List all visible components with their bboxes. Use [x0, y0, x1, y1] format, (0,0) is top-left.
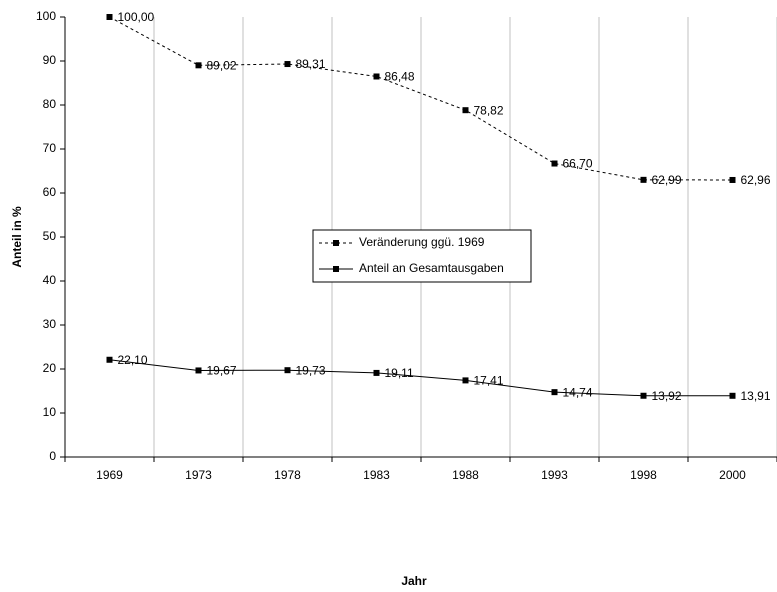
y-tick-label: 0 [49, 449, 56, 463]
x-tick-label: 1973 [185, 468, 212, 482]
marker [284, 61, 291, 68]
value-label: 19,73 [296, 363, 326, 377]
marker [640, 392, 647, 399]
x-tick-label: 1998 [630, 468, 657, 482]
x-axis-label: Jahr [401, 574, 427, 588]
x-tick-label: 1978 [274, 468, 301, 482]
legend-box [312, 229, 532, 283]
y-tick-label: 20 [43, 361, 57, 375]
marker [551, 160, 558, 167]
y-tick-label: 90 [43, 53, 57, 67]
marker [729, 392, 736, 399]
value-label: 19,67 [207, 364, 237, 378]
y-tick-label: 60 [43, 185, 57, 199]
legend-marker [333, 240, 339, 246]
y-tick-label: 30 [43, 317, 57, 331]
value-label: 78,82 [474, 103, 504, 117]
y-tick-label: 40 [43, 273, 57, 287]
marker [551, 389, 558, 396]
marker [106, 14, 113, 20]
y-tick-label: 50 [43, 229, 57, 243]
value-label: 19,11 [385, 366, 414, 380]
legend-label: Anteil an Gesamtausgaben [359, 261, 504, 275]
marker [373, 369, 380, 376]
value-label: 89,02 [207, 58, 237, 72]
marker [729, 176, 736, 183]
value-label: 17,41 [474, 374, 504, 388]
marker [195, 62, 202, 69]
y-tick-label: 10 [43, 405, 57, 419]
series-line [109, 359, 733, 397]
value-label: 89,31 [296, 57, 326, 71]
marker [640, 176, 647, 183]
x-tick-label: 1969 [96, 468, 123, 482]
marker [373, 73, 380, 80]
series-line [109, 16, 733, 181]
x-tick-label: 1993 [541, 468, 568, 482]
marker [462, 377, 469, 384]
legend-label: Veränderung ggü. 1969 [359, 235, 485, 249]
y-tick-label: 80 [43, 97, 57, 111]
x-tick-label: 1983 [363, 468, 390, 482]
legend-marker [333, 266, 339, 272]
value-label: 86,48 [385, 70, 415, 84]
value-label: 14,74 [563, 385, 593, 399]
marker [106, 356, 113, 363]
value-label: 66,70 [563, 157, 593, 171]
value-label: 22,10 [118, 353, 148, 367]
value-label: 100,00 [118, 10, 155, 24]
marker [284, 367, 291, 374]
x-tick-label: 2000 [719, 468, 746, 482]
value-label: 13,92 [652, 389, 682, 403]
y-tick-label: 70 [43, 141, 57, 155]
marker [462, 107, 469, 114]
value-label: 62,96 [741, 173, 771, 187]
value-label: 62,99 [652, 173, 682, 187]
value-label: 13,91 [741, 389, 771, 403]
y-tick-label: 100 [36, 9, 56, 23]
marker [195, 367, 202, 374]
x-tick-label: 1988 [452, 468, 479, 482]
y-axis-label: Anteil in % [10, 206, 24, 268]
